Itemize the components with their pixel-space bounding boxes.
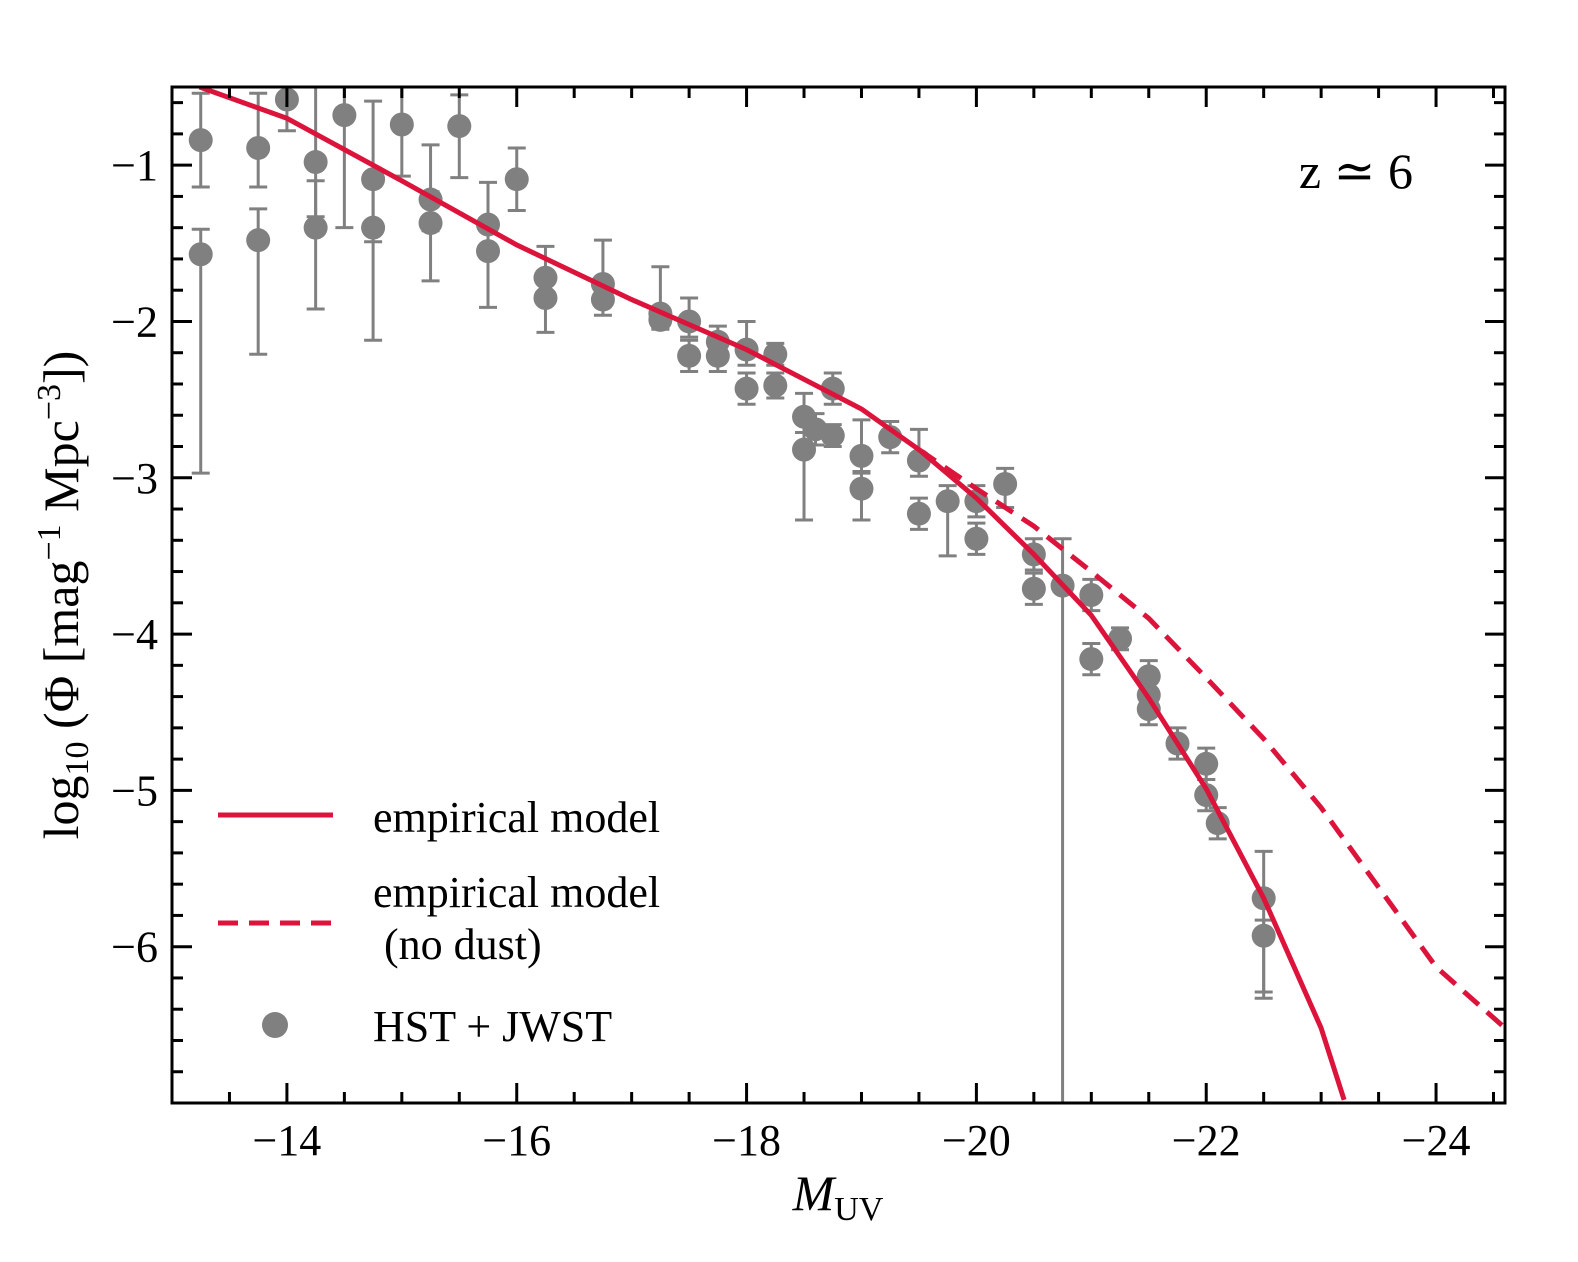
legend-label: empirical model (no dust): [373, 868, 660, 969]
data-point: [476, 239, 501, 264]
data-point: [303, 215, 328, 240]
data-point: [1079, 647, 1104, 672]
data-point: [361, 167, 386, 192]
data-point: [849, 443, 874, 468]
data-point: [849, 476, 874, 501]
legend-label: HST + JWST: [373, 1002, 612, 1051]
x-tick-label: −24: [1402, 1116, 1471, 1165]
legend-label-line: (no dust): [373, 920, 542, 969]
legend-label-line: empirical model: [373, 793, 660, 842]
data-point: [906, 501, 931, 526]
y-axis-label-part: 10: [59, 741, 96, 775]
data-point: [303, 150, 328, 175]
data-point: [1021, 576, 1046, 601]
data-point: [1079, 583, 1104, 607]
y-tick-label: −2: [111, 297, 158, 346]
data-point: [820, 423, 845, 448]
data-point: [590, 287, 615, 312]
y-tick-label: −5: [111, 766, 158, 815]
legend-marker: [262, 1012, 288, 1038]
error-bar: [1053, 537, 1072, 1103]
x-tick-label: −14: [252, 1116, 321, 1165]
y-tick-label: −4: [111, 610, 158, 659]
y-tick-label: −3: [111, 454, 158, 503]
data-point: [964, 526, 989, 551]
y-axis-label-part: −3: [31, 384, 68, 420]
y-axis-label: log10 (Φ [mag−1 Mpc−3]): [31, 351, 96, 840]
data-point: [418, 210, 443, 235]
data-point: [677, 343, 702, 368]
data-point: [188, 128, 213, 153]
data-point: [246, 135, 271, 160]
legend-label-line: empirical model: [373, 868, 660, 917]
data-point: [1194, 751, 1219, 776]
y-axis-label-part: ]): [33, 351, 89, 384]
x-tick-label: −18: [712, 1116, 781, 1165]
data-point: [533, 286, 558, 311]
data-point: [705, 343, 730, 368]
y-tick-label: −1: [111, 141, 158, 190]
data-point: [993, 472, 1018, 497]
data-point: [188, 242, 213, 267]
plot-frame: [170, 85, 1507, 1105]
data-point: [935, 489, 960, 514]
data-point: [1136, 664, 1161, 689]
model-line: [917, 447, 1505, 1030]
x-tick-label: −16: [482, 1116, 551, 1165]
data-point: [792, 437, 817, 462]
plot-area: [188, 87, 1505, 1103]
error-bar: [191, 227, 210, 475]
y-axis-label-part: (Φ [mag: [33, 561, 89, 742]
data-point: [504, 167, 529, 192]
x-axis-label-main: M: [792, 1165, 837, 1221]
legend-label: empirical model: [373, 793, 660, 842]
data-point: [361, 215, 386, 240]
data-point: [246, 228, 271, 253]
model-line: [198, 87, 1347, 1101]
annotation: z ≃ 6: [1299, 143, 1413, 199]
error-bar: [306, 179, 325, 311]
x-axis-label: MUV: [792, 1165, 884, 1228]
y-tick-label: −6: [111, 923, 158, 972]
y-axis-label-part: −1: [31, 524, 68, 560]
data-point: [447, 114, 472, 139]
data-point: [1251, 923, 1276, 948]
data-point: [533, 265, 558, 290]
data-point: [389, 112, 414, 137]
x-axis-label-sub: UV: [834, 1191, 884, 1228]
error-bar: [364, 179, 383, 342]
x-tick-label: −22: [1172, 1116, 1241, 1165]
y-axis-label-part: log: [33, 775, 89, 839]
x-tick-label: −20: [942, 1116, 1011, 1165]
data-point: [734, 376, 759, 401]
y-axis-label-part: Mpc: [33, 420, 89, 524]
data-point: [763, 373, 788, 398]
data-point: [332, 103, 357, 128]
